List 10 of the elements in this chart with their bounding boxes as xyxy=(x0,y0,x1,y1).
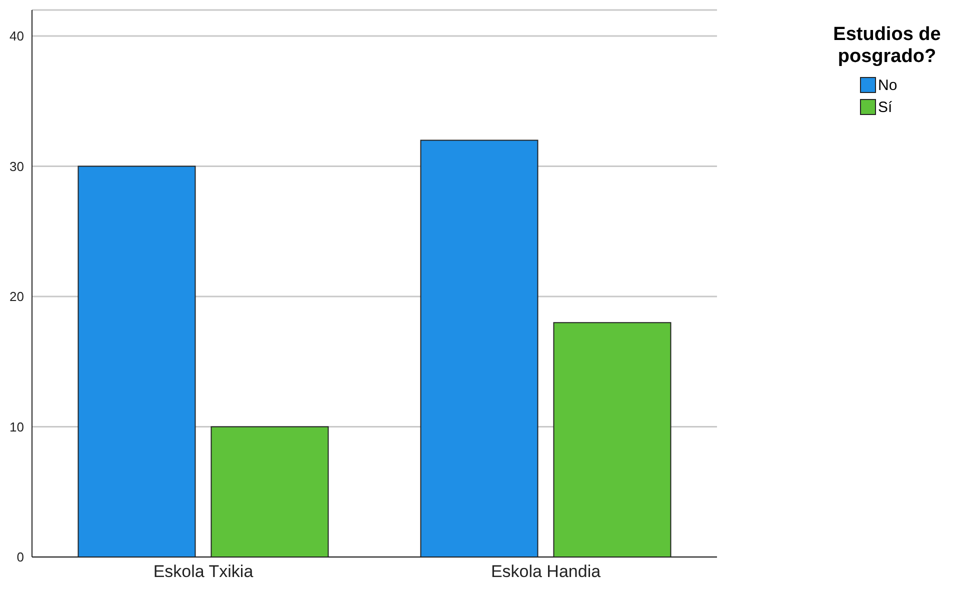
y-tick-label: 10 xyxy=(10,419,24,434)
x-tick-label: Eskola Handia xyxy=(490,562,602,582)
y-tick-label: 40 xyxy=(10,28,24,44)
legend-title: Estudios de posgrado? xyxy=(832,24,942,68)
y-tick-label: 30 xyxy=(10,158,24,174)
y-tick-label: 0 xyxy=(16,550,24,565)
x-tick-label: Eskola Txikia xyxy=(153,562,254,582)
legend-label: Sí xyxy=(878,98,892,116)
legend-label: No xyxy=(878,76,898,94)
y-tick-label: 20 xyxy=(10,289,24,304)
